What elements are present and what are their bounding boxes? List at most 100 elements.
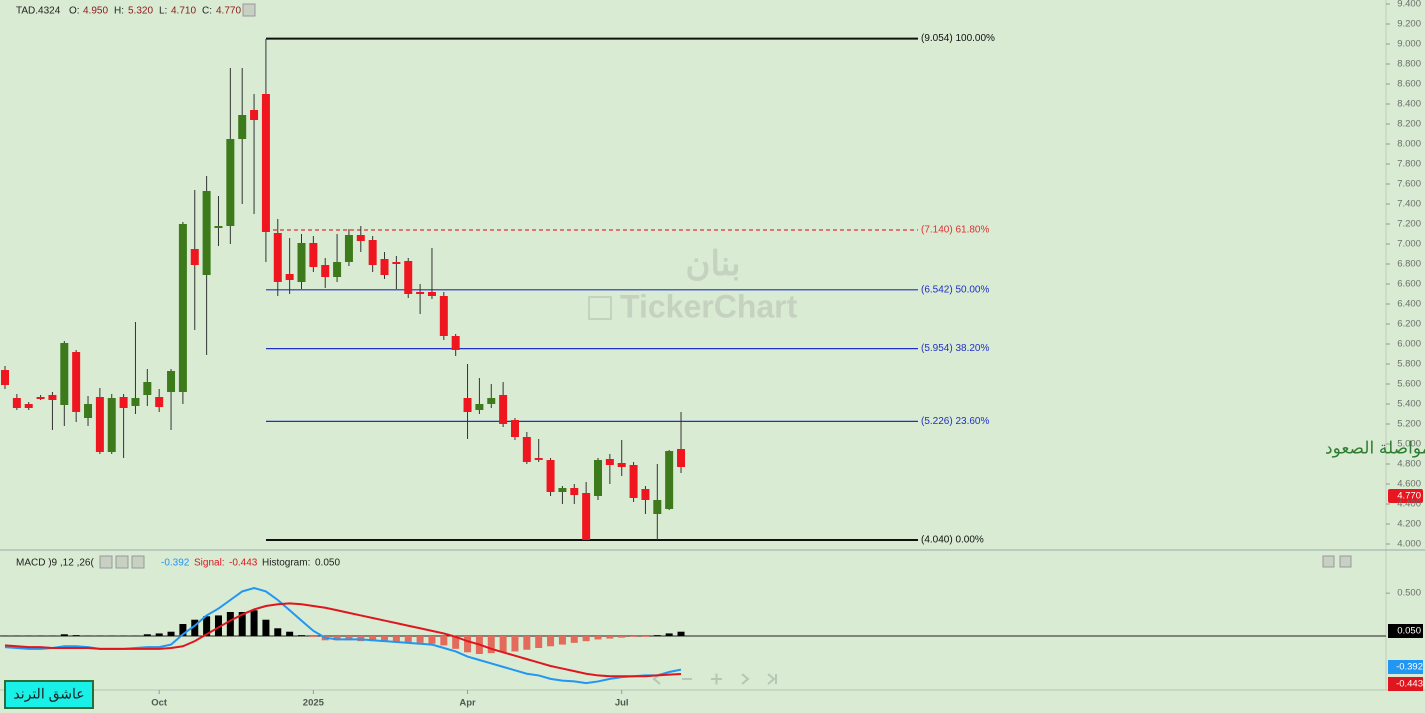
y-tick-label: 9.400 <box>1397 0 1421 10</box>
histogram-bar <box>606 636 614 639</box>
histogram-bar <box>286 631 294 636</box>
open-label: O: <box>69 6 80 17</box>
candle-body <box>558 488 567 492</box>
histogram-bar <box>582 636 590 642</box>
histogram-bar <box>641 636 649 637</box>
candle-body <box>677 449 686 467</box>
histogram-bar <box>440 636 448 646</box>
fib-label: (7.140) 61.80% <box>921 225 989 236</box>
histogram-bar <box>274 628 282 636</box>
histogram-bar <box>262 619 270 636</box>
candle-body <box>641 489 650 500</box>
y-tick-label: 8.000 <box>1397 139 1421 150</box>
candle-body <box>24 404 33 408</box>
candle-body <box>534 458 543 460</box>
candle-body <box>629 465 638 498</box>
histogram-bar <box>179 624 187 636</box>
y-tick-label: 7.000 <box>1397 239 1421 250</box>
x-tick-label: Oct <box>151 698 168 709</box>
y-tick-label: 6.400 <box>1397 299 1421 310</box>
x-tick-label: 2025 <box>303 698 325 709</box>
fib-label: (6.542) 50.00% <box>921 284 989 295</box>
fib-label: (9.054) 100.00% <box>921 33 995 44</box>
histogram-bar <box>487 636 495 654</box>
macd-value: -0.392 <box>161 558 190 569</box>
watermark-icon <box>588 296 612 320</box>
y-tick-label: 6.600 <box>1397 279 1421 290</box>
y-tick-label: 5.000 <box>1397 439 1421 450</box>
candle-body <box>665 451 674 509</box>
price-tag-label: 4.770 <box>1397 491 1421 502</box>
candle-body <box>510 420 519 437</box>
histogram-bar <box>250 610 258 636</box>
y-tick-label: 6.000 <box>1397 339 1421 350</box>
macd-tag <box>1388 660 1423 674</box>
histogram-bar <box>226 612 234 636</box>
low-value: 4.710 <box>171 6 196 17</box>
candle-body <box>95 397 104 452</box>
nav-end[interactable] <box>767 673 777 685</box>
candle-body <box>451 336 460 350</box>
nav-forward[interactable] <box>741 673 750 685</box>
y-tick-label: 5.400 <box>1397 399 1421 410</box>
candle-body <box>463 398 472 412</box>
histogram-bar <box>167 631 175 636</box>
macd-line <box>4 602 682 678</box>
signal-tag-label: -0.443 <box>1396 679 1423 690</box>
high-value: 5.320 <box>128 6 153 17</box>
y-tick-label: 4.000 <box>1397 539 1421 550</box>
candle-body <box>368 240 377 265</box>
settings-button[interactable] <box>99 555 113 569</box>
histogram-bar <box>72 635 80 636</box>
histogram-bar <box>143 634 151 636</box>
menu-button[interactable] <box>242 3 256 17</box>
badge: عاشق الترند <box>13 686 84 703</box>
candle-body <box>214 226 223 228</box>
candle-body <box>261 94 270 232</box>
candle-body <box>392 262 401 264</box>
candle-body <box>356 235 365 241</box>
histogram-bar <box>535 636 543 648</box>
y-tick-label: 7.200 <box>1397 219 1421 230</box>
candle-body <box>60 343 69 405</box>
candle-body <box>202 191 211 275</box>
panel-menu-button[interactable] <box>1339 555 1352 568</box>
histogram-bar <box>570 636 578 643</box>
x-tick-label: Apr <box>459 698 476 709</box>
candle-body <box>546 460 555 492</box>
gear-button[interactable] <box>115 555 129 569</box>
maximize-button[interactable] <box>1322 555 1335 568</box>
histogram-tag-label: 0.050 <box>1397 626 1421 637</box>
y-tick-label: 8.400 <box>1397 99 1421 110</box>
candle-body <box>48 395 57 400</box>
histogram-bar <box>630 636 638 637</box>
nav-zoom-in[interactable] <box>711 673 722 685</box>
candle-body <box>250 110 259 120</box>
histogram-bar <box>547 636 555 647</box>
signal-value: -0.443 <box>229 558 258 569</box>
signal-label: Signal: <box>194 558 225 569</box>
candle-body <box>605 459 614 465</box>
low-label: L: <box>159 6 167 17</box>
candle-body <box>416 292 425 294</box>
candle-body <box>321 265 330 277</box>
y-tick-label: 9.200 <box>1397 19 1421 30</box>
watermark-brand: TickerChart <box>620 288 798 324</box>
macd-tag-label: -0.392 <box>1396 662 1423 673</box>
candle-body <box>226 139 235 226</box>
symbol: TAD.4324 <box>16 6 61 17</box>
signal-tag <box>1388 677 1423 691</box>
watermark-arabic: بنان <box>685 245 740 283</box>
candle-body <box>594 460 602 496</box>
histogram-bar <box>523 636 531 650</box>
histogram-bar <box>238 612 246 636</box>
close-button[interactable] <box>131 555 145 569</box>
histogram-bar <box>309 636 317 637</box>
candle-body <box>427 292 436 296</box>
histogram-bar <box>594 636 602 640</box>
close-value: 4.770 <box>216 6 241 17</box>
histogram-bar <box>618 636 626 638</box>
y-tick-label: 5.600 <box>1397 379 1421 390</box>
y-tick-label: 8.800 <box>1397 59 1421 70</box>
